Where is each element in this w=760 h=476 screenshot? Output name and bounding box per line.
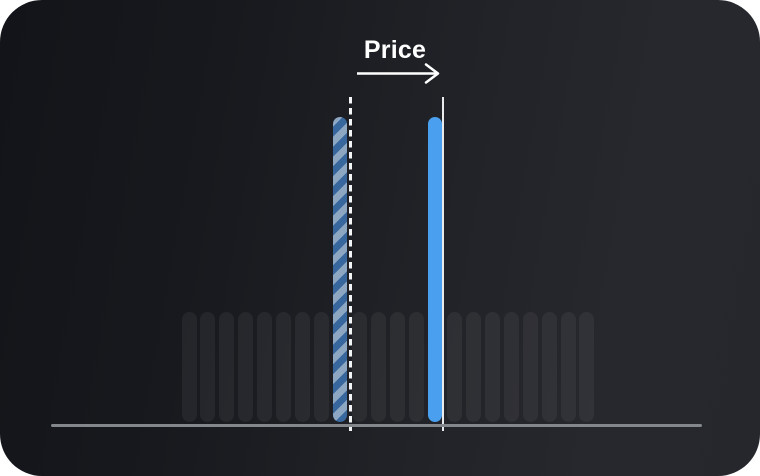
x-axis-baseline (51, 424, 702, 427)
bar-gray (446, 312, 462, 422)
bar-gray (352, 312, 368, 422)
bar-gray (219, 312, 235, 422)
bar-gray (579, 312, 595, 422)
bar-gray (238, 312, 254, 422)
bar-gray (389, 312, 405, 422)
bar-gray (181, 312, 197, 422)
bar-gray (465, 312, 481, 422)
bar-gray (276, 312, 292, 422)
bar-old-price-striped (333, 117, 348, 422)
bar-gray (257, 312, 273, 422)
bar-gray (522, 312, 538, 422)
bar-gray (314, 312, 330, 422)
bar-gray (371, 312, 386, 422)
bar-gray (503, 312, 519, 422)
bar-gray (200, 312, 216, 422)
bar-gray (408, 312, 424, 422)
bar-gray (541, 312, 557, 422)
new-price-reference-line (442, 97, 444, 431)
bar-new-price-blue (427, 117, 442, 422)
old-price-reference-line (349, 97, 352, 431)
right-arrow-icon (357, 63, 440, 84)
bar-gray (560, 312, 576, 422)
bar-gray (484, 312, 500, 422)
bar-gray (295, 312, 311, 422)
price-axis-label: Price (363, 36, 427, 64)
